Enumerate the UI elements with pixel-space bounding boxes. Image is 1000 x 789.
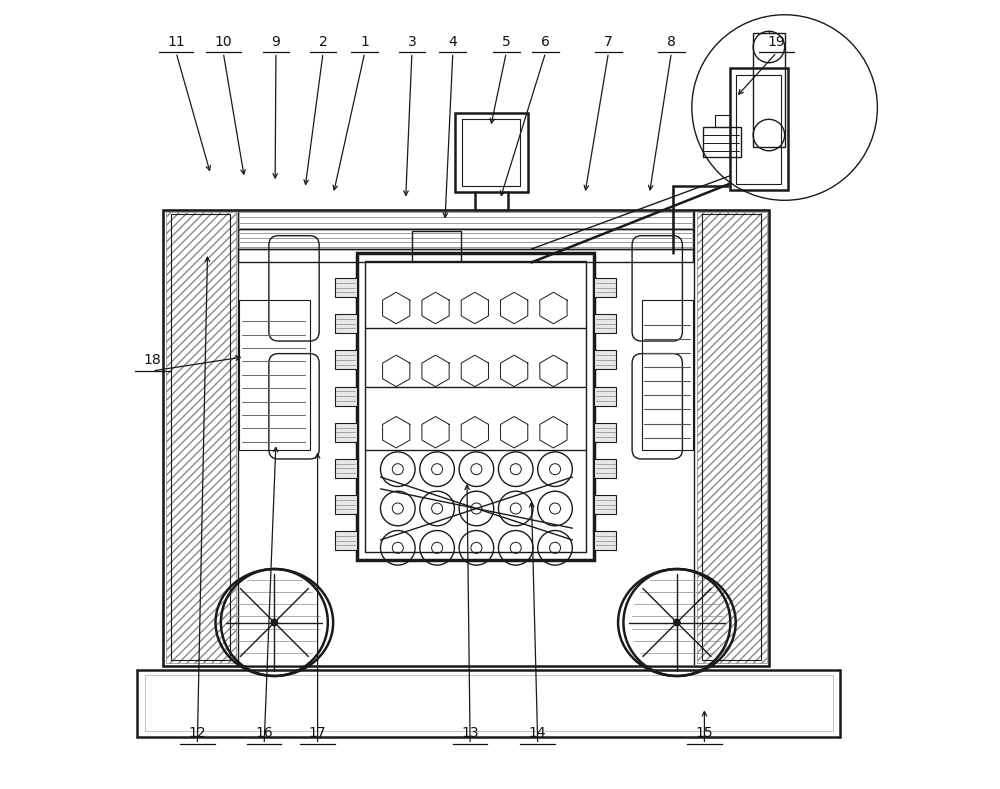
Bar — [715, 115, 730, 127]
Bar — [594, 279, 616, 297]
Bar — [137, 670, 840, 736]
Bar — [163, 210, 769, 666]
Bar — [730, 68, 788, 190]
Bar — [238, 230, 693, 249]
Bar — [594, 387, 616, 406]
Bar — [365, 261, 586, 552]
Bar — [145, 675, 833, 731]
Text: 18: 18 — [144, 353, 161, 367]
Circle shape — [271, 619, 278, 626]
Bar — [455, 113, 528, 192]
Bar — [694, 210, 769, 666]
Text: 14: 14 — [529, 727, 547, 740]
Bar — [594, 459, 616, 478]
Text: 8: 8 — [667, 35, 676, 49]
Bar — [335, 423, 357, 442]
Circle shape — [674, 619, 680, 626]
Bar — [412, 231, 461, 253]
Text: 5: 5 — [502, 35, 511, 49]
Bar — [642, 300, 693, 450]
Bar — [357, 253, 594, 559]
Bar — [702, 215, 761, 660]
Text: 2: 2 — [319, 35, 327, 49]
Bar — [462, 119, 520, 186]
Bar — [171, 215, 230, 660]
Bar — [238, 249, 693, 263]
Bar — [736, 74, 781, 184]
Bar — [594, 423, 616, 442]
Bar — [335, 531, 357, 550]
Bar — [703, 127, 741, 157]
Text: 15: 15 — [696, 727, 713, 740]
Text: 3: 3 — [408, 35, 416, 49]
Text: 10: 10 — [214, 35, 232, 49]
Bar — [335, 314, 357, 333]
Bar — [335, 495, 357, 514]
Text: 16: 16 — [255, 727, 273, 740]
Text: 17: 17 — [309, 727, 326, 740]
Text: 19: 19 — [768, 35, 786, 49]
Text: 9: 9 — [271, 35, 280, 49]
Bar — [163, 210, 238, 666]
Bar — [335, 279, 357, 297]
Bar — [335, 350, 357, 369]
Text: 11: 11 — [167, 35, 185, 49]
Bar — [753, 33, 785, 147]
Bar — [238, 210, 693, 230]
Text: 1: 1 — [360, 35, 369, 49]
Bar — [594, 495, 616, 514]
Bar — [594, 531, 616, 550]
Bar — [594, 350, 616, 369]
Bar — [335, 459, 357, 478]
Bar — [166, 212, 236, 664]
Text: 12: 12 — [188, 727, 206, 740]
Text: 13: 13 — [461, 727, 479, 740]
Bar — [594, 314, 616, 333]
Bar — [697, 212, 767, 664]
Bar — [335, 387, 357, 406]
Text: 6: 6 — [541, 35, 550, 49]
Text: 4: 4 — [448, 35, 457, 49]
Text: 7: 7 — [604, 35, 613, 49]
Bar — [239, 300, 310, 450]
